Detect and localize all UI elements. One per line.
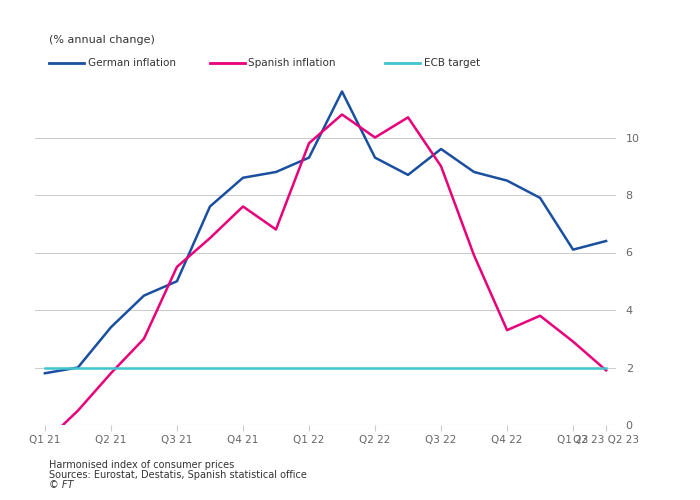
Text: Harmonised index of consumer prices: Harmonised index of consumer prices bbox=[49, 460, 234, 469]
Text: (% annual change): (% annual change) bbox=[49, 35, 155, 45]
Text: ECB target: ECB target bbox=[424, 58, 480, 68]
Text: Sources: Eurostat, Destatis, Spanish statistical office: Sources: Eurostat, Destatis, Spanish sta… bbox=[49, 470, 307, 480]
Text: © FT: © FT bbox=[49, 480, 74, 490]
Text: German inflation: German inflation bbox=[88, 58, 176, 68]
Text: Spanish inflation: Spanish inflation bbox=[248, 58, 336, 68]
